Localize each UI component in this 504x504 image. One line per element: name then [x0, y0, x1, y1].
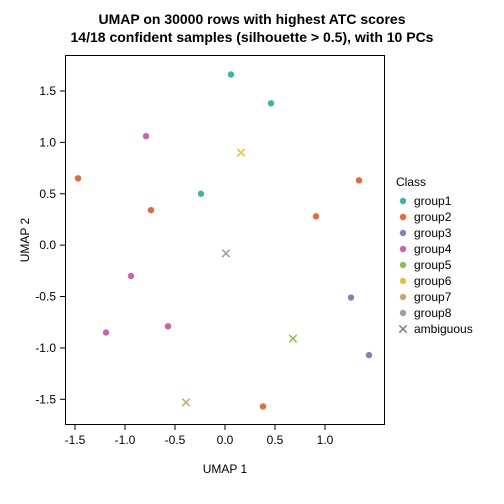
tick-label: 1.5	[39, 84, 56, 98]
legend-dot-icon	[396, 306, 410, 320]
legend-label: group6	[414, 274, 451, 288]
legend-label: group7	[414, 290, 451, 304]
legend-dot-icon	[396, 210, 410, 224]
legend-label: group1	[414, 194, 451, 208]
legend-label: group4	[414, 242, 451, 256]
legend-item: group8	[396, 305, 473, 321]
tick-label: -1.0	[35, 341, 56, 355]
legend-items: group1 group2 group3 group4 group5 group6 grou…	[396, 193, 473, 337]
y-axis-label: UMAP 2	[18, 55, 32, 425]
tick-label: 0.5	[39, 187, 56, 201]
legend-dot-icon	[396, 194, 410, 208]
legend-label: group2	[414, 210, 451, 224]
legend-item: ambiguous	[396, 321, 473, 337]
tick-label: -1.5	[35, 392, 56, 406]
legend-title: Class	[396, 175, 473, 189]
figure: UMAP on 30000 rows with highest ATC scor…	[0, 0, 504, 504]
tick-label: 0.0	[217, 433, 234, 447]
legend: Class group1group2group3group4group5grou…	[396, 175, 473, 337]
legend-label: group5	[414, 258, 451, 272]
x-axis-label: UMAP 1	[65, 462, 385, 476]
tick-label: -1.5	[65, 433, 86, 447]
legend-dot-icon	[396, 290, 410, 304]
tick-label: -1.0	[115, 433, 136, 447]
legend-item: group6	[396, 273, 473, 289]
legend-dot-icon	[396, 258, 410, 272]
legend-dot-icon	[396, 226, 410, 240]
legend-label: group3	[414, 226, 451, 240]
legend-dot-icon	[396, 242, 410, 256]
tick-label: 0.5	[267, 433, 284, 447]
legend-label: ambiguous	[414, 322, 473, 336]
tick-label: 1.0	[39, 135, 56, 149]
legend-item: group7	[396, 289, 473, 305]
legend-label: group8	[414, 306, 451, 320]
legend-item: group2	[396, 209, 473, 225]
legend-item: group3	[396, 225, 473, 241]
legend-item: group5	[396, 257, 473, 273]
tick-label: -0.5	[165, 433, 186, 447]
legend-item: group4	[396, 241, 473, 257]
legend-x-icon	[396, 322, 410, 336]
tick-label: 0.0	[39, 238, 56, 252]
tick-label: -0.5	[35, 290, 56, 304]
legend-dot-icon	[396, 274, 410, 288]
tick-label: 1.0	[317, 433, 334, 447]
legend-item: group1	[396, 193, 473, 209]
